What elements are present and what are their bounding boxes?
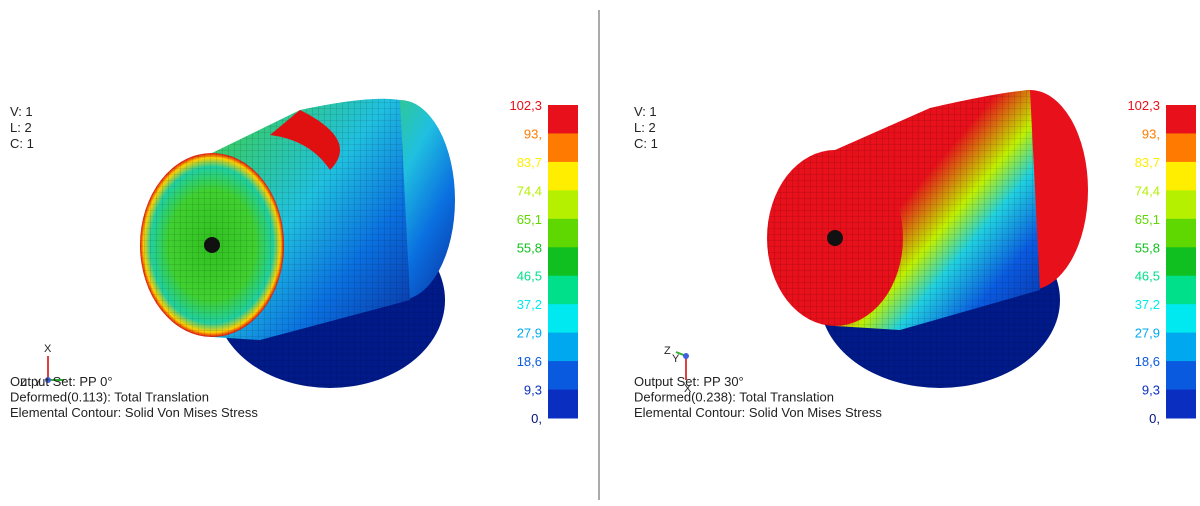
legend-label: 65,1 — [1135, 212, 1160, 227]
legend-label: 102,3 — [1127, 98, 1160, 113]
legend-band — [1166, 276, 1196, 305]
legend-band — [548, 162, 578, 191]
legend-band — [548, 190, 578, 219]
legend-label: 55,8 — [517, 240, 542, 255]
legend-band — [1166, 190, 1196, 219]
legend-band — [548, 333, 578, 362]
legend-band — [548, 133, 578, 162]
legend-band — [1166, 133, 1196, 162]
legend-label: 93, — [524, 126, 542, 141]
legend-band — [1166, 162, 1196, 191]
legend-label: 27,9 — [1135, 326, 1160, 341]
footer-text: Elemental Contour: Solid Von Mises Stres… — [10, 405, 258, 420]
legend-label: 74,4 — [1135, 183, 1160, 198]
view-info: L: 2 — [634, 120, 656, 135]
view-info: C: 1 — [634, 136, 658, 151]
footer-text: Deformed(0.113): Total Translation — [10, 390, 209, 405]
legend-label: 9,3 — [1142, 383, 1160, 398]
legend-band — [1166, 333, 1196, 362]
legend-label: 65,1 — [517, 212, 542, 227]
legend-label: 83,7 — [1135, 155, 1160, 170]
legend-label: 93, — [1142, 126, 1160, 141]
footer-text: Elemental Contour: Solid Von Mises Stres… — [634, 405, 882, 420]
legend-band — [548, 304, 578, 333]
legend-label: 46,5 — [1135, 269, 1160, 284]
legend-band — [1166, 219, 1196, 248]
legend-label: 37,2 — [517, 297, 542, 312]
legend-label: 74,4 — [517, 183, 542, 198]
legend-label: 55,8 — [1135, 240, 1160, 255]
fea-model — [140, 99, 455, 388]
legend-label: 18,6 — [1135, 354, 1160, 369]
legend-label: 102,3 — [509, 98, 542, 113]
triad-label: Y — [672, 353, 680, 365]
legend-band — [548, 361, 578, 390]
legend-band — [1166, 247, 1196, 276]
view-info: V: 1 — [10, 104, 33, 119]
legend-band — [548, 247, 578, 276]
legend-label: 46,5 — [517, 269, 542, 284]
footer-text: Deformed(0.238): Total Translation — [634, 390, 834, 405]
legend-label: 0, — [531, 411, 542, 426]
legend-band — [548, 105, 578, 134]
triad-label: Z — [664, 345, 671, 357]
legend-band — [548, 390, 578, 419]
legend-band — [1166, 361, 1196, 390]
view-info: V: 1 — [634, 104, 657, 119]
legend-band — [548, 219, 578, 248]
footer-text: Output Set: PP 30° — [634, 374, 744, 389]
legend-label: 83,7 — [517, 155, 542, 170]
legend-label: 18,6 — [517, 354, 542, 369]
legend-label: 0, — [1149, 411, 1160, 426]
legend-band — [1166, 304, 1196, 333]
legend-band — [1166, 105, 1196, 134]
footer-text: Output Set: PP 0° — [10, 374, 113, 389]
screenshot: X Y Z Z Y X V: 1L: 2C: 1Output Set: PP 0… — [0, 0, 1200, 506]
legend-label: 37,2 — [1135, 297, 1160, 312]
legend-label: 27,9 — [517, 326, 542, 341]
fea-model — [767, 90, 1088, 388]
legend-band — [548, 276, 578, 305]
view-info: L: 2 — [10, 120, 32, 135]
legend-band — [1166, 390, 1196, 419]
legend-label: 9,3 — [524, 383, 542, 398]
view-info: C: 1 — [10, 136, 34, 151]
triad-label: X — [44, 343, 52, 355]
